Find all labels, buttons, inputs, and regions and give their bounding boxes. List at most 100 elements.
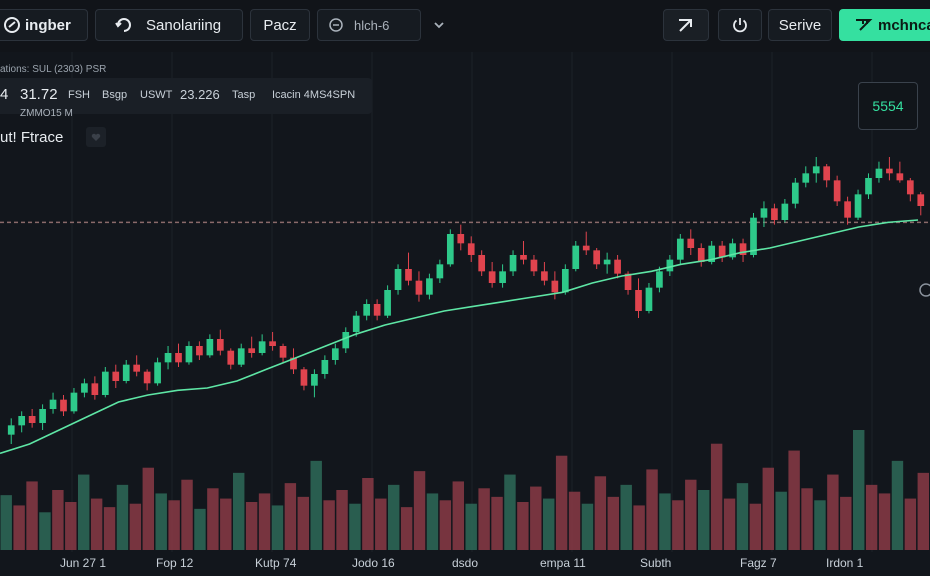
arrow-up-right-icon	[679, 19, 692, 32]
candle-body	[718, 245, 726, 258]
compare-icon	[329, 18, 343, 32]
logo-button[interactable]: ingber	[0, 9, 88, 41]
logo-icon	[4, 17, 20, 33]
symbol-search-label: Sanolariing	[146, 16, 222, 34]
candle-body	[436, 264, 444, 279]
candle-body	[635, 290, 642, 311]
candle-body	[237, 348, 245, 365]
save-button[interactable]: Serive	[768, 9, 832, 41]
candle-body	[7, 425, 15, 435]
candles	[7, 157, 925, 444]
candle-body	[196, 346, 203, 356]
price-line-handle-icon[interactable]	[919, 283, 930, 297]
volume-bar	[439, 500, 452, 550]
indicator-label[interactable]: ut! Ftrace	[0, 129, 64, 146]
candle-body	[216, 339, 224, 351]
candle-body	[802, 173, 810, 183]
volume-bar	[685, 479, 697, 550]
volume-bars	[0, 430, 929, 550]
volume-bar	[39, 512, 51, 550]
x-axis-label: empa 11	[540, 556, 586, 570]
candle-body	[478, 255, 486, 272]
candle-body	[70, 392, 78, 412]
candle-body	[541, 271, 548, 281]
x-axis-label: Jun 27 1	[60, 556, 107, 570]
volume-bar	[517, 502, 529, 550]
legend-item-5: Tasp	[232, 89, 256, 101]
volume-bar	[181, 479, 193, 550]
x-axis-label: Kutp 74	[255, 556, 297, 570]
candle-body	[917, 194, 925, 206]
volume-bar	[723, 498, 736, 550]
candle-body	[290, 357, 297, 370]
volume-bar	[336, 490, 348, 550]
volume-bar	[568, 491, 581, 550]
legend-item-2: Bsgp	[102, 89, 128, 101]
candle-body	[122, 364, 130, 381]
candle-body	[154, 362, 161, 384]
candle-body	[457, 234, 465, 244]
symbol-info-line: ations: SUL (2303) PSR	[0, 64, 107, 75]
heart-icon	[91, 133, 101, 141]
chevron-down-icon[interactable]	[432, 18, 446, 32]
top-toolbar: ingber Sanolariing Pacz hlch-6 Serive mc…	[0, 0, 930, 52]
candle-body	[760, 208, 768, 218]
volume-bar	[917, 472, 929, 550]
interval-label: Pacz	[263, 16, 297, 34]
candle-body	[551, 280, 559, 293]
volume-bar	[814, 500, 826, 550]
candle-body	[60, 399, 67, 412]
legend-item-6: Icacin 4MS4SPN	[272, 89, 356, 101]
logo-label: ingber	[25, 16, 71, 34]
volume-bar	[607, 496, 619, 550]
volume-bar	[194, 508, 206, 550]
legend-prefix: 4	[0, 86, 9, 103]
moving-average-line	[0, 219, 919, 455]
candle-body	[603, 259, 611, 265]
candle-body	[823, 166, 831, 181]
interval-button[interactable]: Pacz	[250, 9, 310, 41]
symbol-search-button[interactable]: Sanolariing	[95, 9, 243, 41]
volume-bar	[672, 500, 684, 550]
candle-body	[112, 371, 120, 381]
price-chart[interactable]	[0, 52, 930, 576]
volume-bar	[284, 483, 297, 550]
candle-body	[311, 374, 318, 386]
candle-body	[582, 245, 590, 251]
volume-bar	[400, 507, 413, 550]
save-label: Serive	[778, 16, 822, 34]
candle-body	[164, 353, 172, 363]
publish-button[interactable]: mchncal	[839, 9, 930, 41]
replay-button[interactable]	[663, 9, 709, 41]
candle-body	[269, 341, 276, 346]
power-button[interactable]	[718, 9, 762, 41]
volume-bar	[375, 498, 387, 550]
volume-bar	[103, 507, 116, 550]
volume-bar	[749, 503, 762, 550]
candle-body	[394, 269, 402, 290]
volume-bar	[555, 455, 568, 550]
candle-body	[865, 178, 872, 195]
candle-body	[248, 348, 256, 353]
candle-body	[143, 371, 151, 384]
x-axis-label: Fagz 7	[740, 556, 777, 570]
candle-body	[488, 271, 496, 283]
volume-bar	[543, 498, 555, 550]
candle-body	[49, 399, 57, 409]
volume-bar	[116, 484, 129, 550]
candle-body	[91, 383, 99, 395]
visibility-toggle[interactable]	[86, 127, 106, 147]
candle-body	[844, 201, 851, 218]
volume-bar	[413, 471, 426, 550]
volume-bar	[13, 505, 25, 550]
candle-body	[886, 168, 893, 174]
candle-body	[593, 250, 601, 265]
candle-body	[279, 346, 287, 358]
candle-body	[791, 182, 799, 204]
volume-bar	[788, 450, 800, 550]
compare-button[interactable]: hlch-6	[317, 9, 421, 41]
candle-body	[771, 208, 778, 220]
volume-bar	[388, 484, 400, 550]
volume-bar	[581, 503, 594, 550]
candle-body	[906, 180, 914, 195]
